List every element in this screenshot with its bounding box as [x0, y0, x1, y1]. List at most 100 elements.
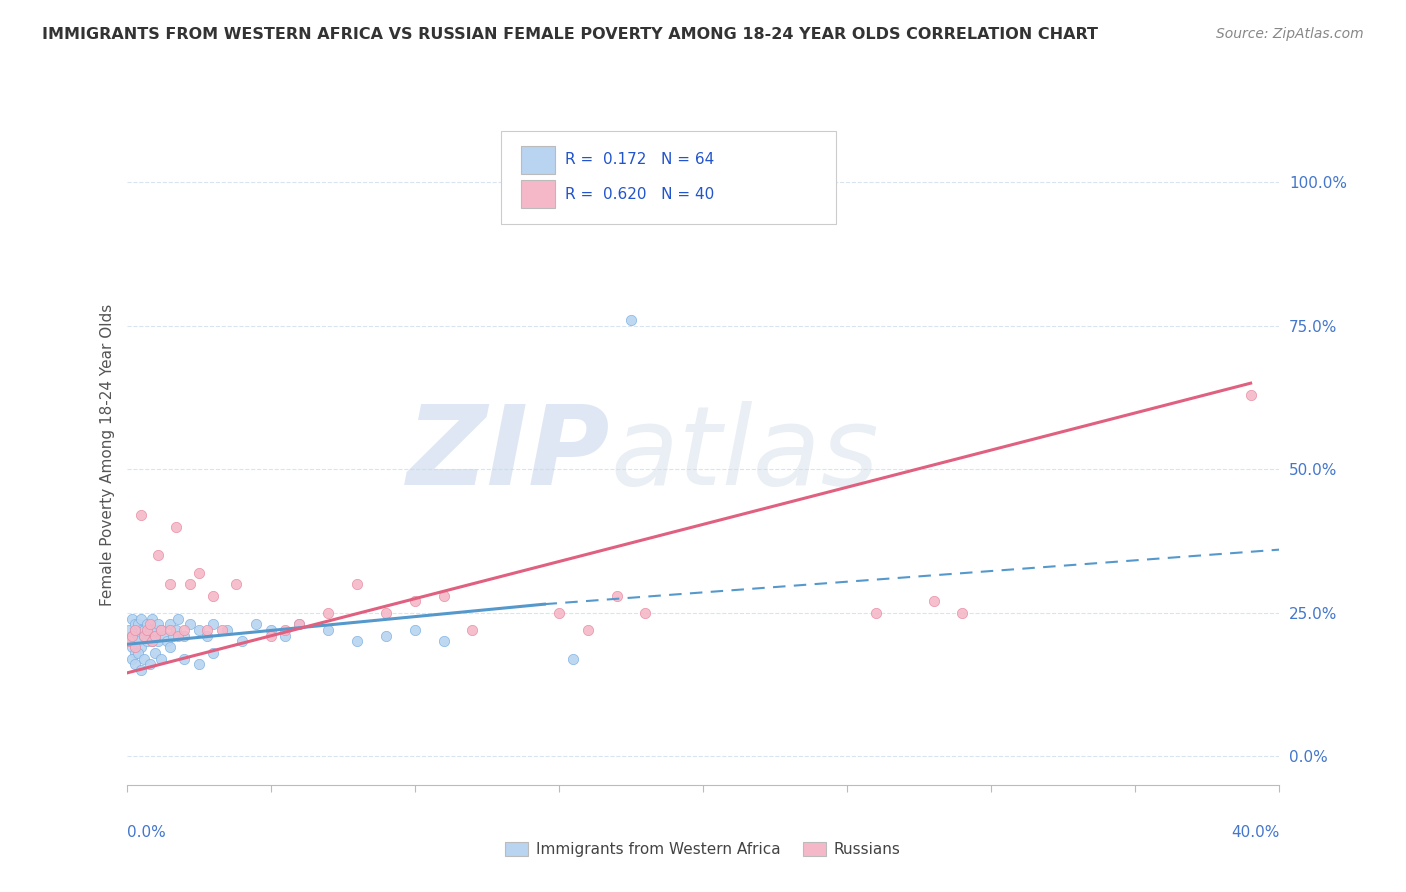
Point — [124, 623, 146, 637]
Point — [1240, 387, 1263, 401]
Point — [318, 623, 340, 637]
Point — [187, 623, 209, 637]
Point — [259, 623, 281, 637]
Point — [865, 606, 887, 620]
Point — [605, 589, 627, 603]
Point — [153, 629, 176, 643]
Point — [150, 623, 173, 637]
Point — [124, 634, 146, 648]
Point — [318, 606, 340, 620]
Point — [145, 646, 166, 660]
Point — [132, 651, 155, 665]
Point — [217, 623, 239, 637]
Point — [148, 549, 170, 563]
Point — [274, 623, 297, 637]
Point — [121, 629, 143, 643]
Point — [167, 629, 190, 643]
FancyBboxPatch shape — [501, 131, 835, 224]
Point — [167, 611, 190, 625]
Point — [141, 611, 163, 625]
Point — [124, 646, 146, 660]
Point — [231, 634, 253, 648]
Point — [179, 577, 201, 591]
Point — [159, 577, 181, 591]
Point — [173, 623, 195, 637]
Point — [433, 589, 456, 603]
Point — [187, 566, 209, 580]
Point — [548, 606, 571, 620]
Point — [124, 617, 146, 632]
Text: 40.0%: 40.0% — [1232, 824, 1279, 839]
Point — [148, 617, 170, 632]
Point — [187, 657, 209, 672]
Point — [288, 617, 311, 632]
Point — [138, 617, 160, 632]
Point — [150, 623, 173, 637]
Point — [118, 623, 141, 637]
Point — [259, 629, 281, 643]
Text: ZIP: ZIP — [408, 401, 610, 508]
Point — [121, 611, 143, 625]
Point — [156, 634, 179, 648]
Point — [135, 623, 157, 637]
Point — [404, 594, 426, 608]
Point — [118, 634, 141, 648]
Point — [211, 623, 233, 637]
Point — [433, 634, 456, 648]
Point — [124, 640, 146, 655]
Text: Source: ZipAtlas.com: Source: ZipAtlas.com — [1216, 27, 1364, 41]
Point — [162, 629, 184, 643]
Point — [118, 634, 141, 648]
Point — [121, 640, 143, 655]
Point — [173, 629, 195, 643]
Point — [127, 629, 149, 643]
Point — [374, 629, 398, 643]
Point — [124, 623, 146, 637]
Point — [121, 629, 143, 643]
Point — [138, 629, 160, 643]
Point — [132, 629, 155, 643]
Point — [148, 634, 170, 648]
Point — [620, 313, 643, 327]
Point — [195, 623, 218, 637]
Point — [145, 629, 166, 643]
Point — [195, 629, 218, 643]
Point — [346, 577, 368, 591]
Point — [562, 651, 585, 665]
Point — [159, 617, 181, 632]
Point — [173, 651, 195, 665]
Point — [129, 623, 152, 637]
Point — [461, 623, 484, 637]
Point — [141, 634, 163, 648]
Point — [225, 577, 247, 591]
Point — [135, 634, 157, 648]
Y-axis label: Female Poverty Among 18-24 Year Olds: Female Poverty Among 18-24 Year Olds — [100, 304, 115, 606]
Point — [129, 611, 152, 625]
Point — [138, 657, 160, 672]
Text: atlas: atlas — [610, 401, 879, 508]
Point — [165, 623, 187, 637]
Point — [135, 617, 157, 632]
Point — [124, 657, 146, 672]
FancyBboxPatch shape — [520, 146, 555, 174]
Point — [138, 623, 160, 637]
Point — [346, 634, 368, 648]
Point — [141, 634, 163, 648]
Point — [132, 623, 155, 637]
Point — [127, 646, 149, 660]
Point — [634, 606, 657, 620]
Text: 0.0%: 0.0% — [127, 824, 166, 839]
Text: R =  0.620   N = 40: R = 0.620 N = 40 — [565, 186, 714, 202]
Point — [129, 663, 152, 677]
Point — [202, 589, 225, 603]
Point — [145, 623, 166, 637]
Point — [145, 629, 166, 643]
FancyBboxPatch shape — [520, 180, 555, 208]
Text: IMMIGRANTS FROM WESTERN AFRICA VS RUSSIAN FEMALE POVERTY AMONG 18-24 YEAR OLDS C: IMMIGRANTS FROM WESTERN AFRICA VS RUSSIA… — [42, 27, 1098, 42]
Point — [404, 623, 426, 637]
Point — [159, 623, 181, 637]
Point — [121, 651, 143, 665]
Point — [288, 617, 311, 632]
Point — [245, 617, 267, 632]
Point — [374, 606, 398, 620]
